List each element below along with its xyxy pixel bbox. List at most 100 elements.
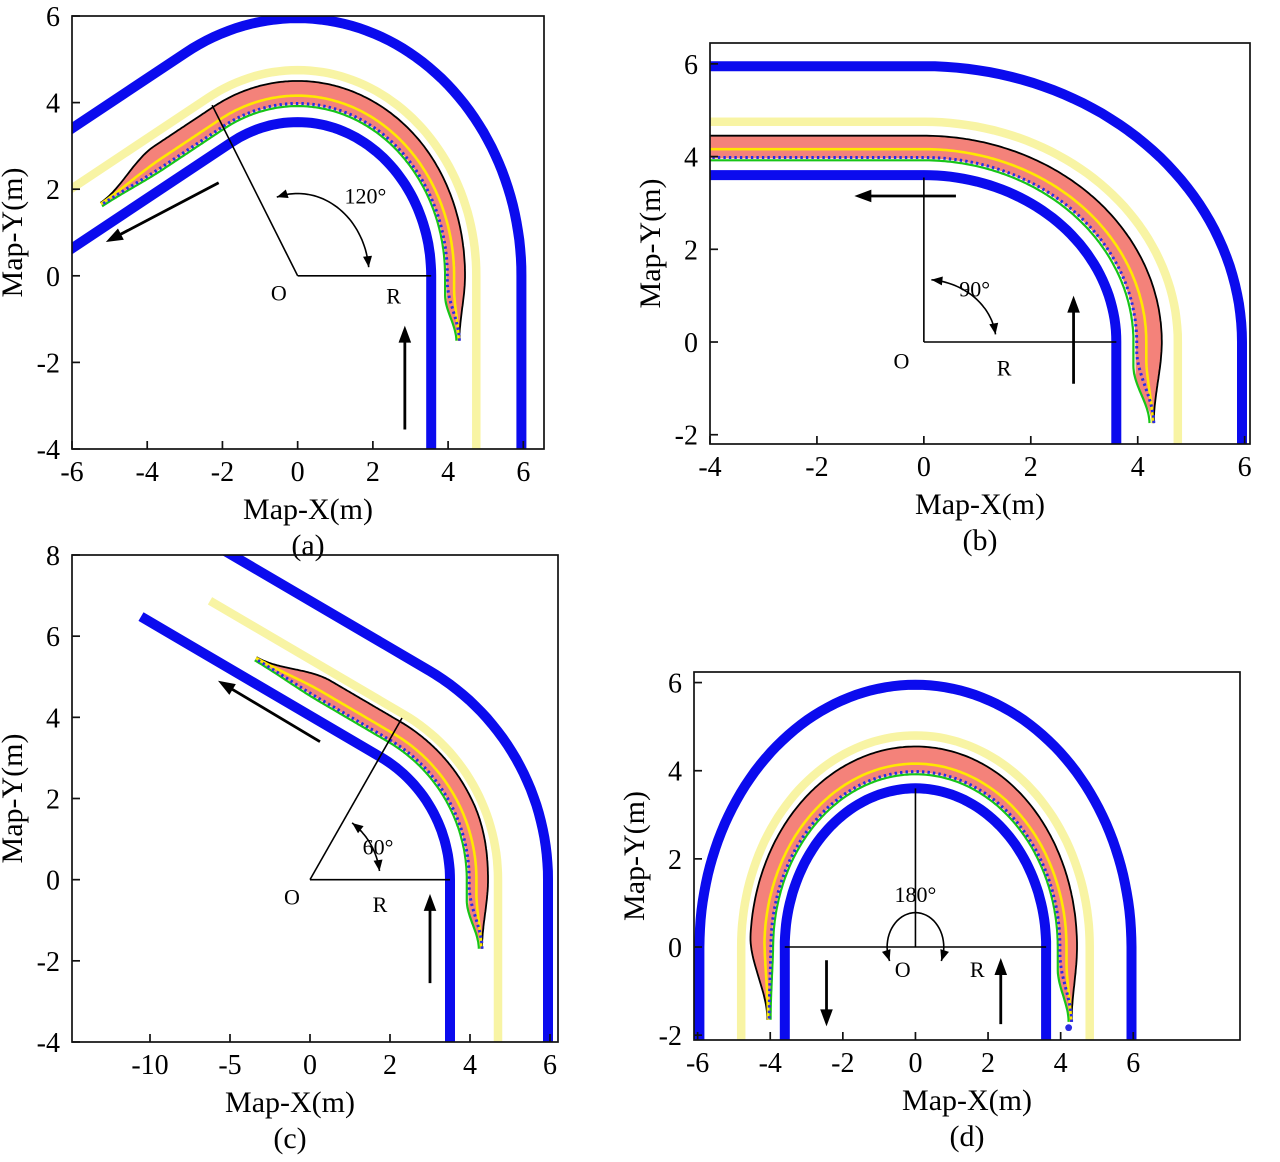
y-axis-title: Map-Y(m): [0, 168, 29, 298]
exit-direction-arrow-shaft: [225, 684, 321, 743]
reference-path-line: [255, 656, 483, 949]
y-tick-label: -2: [37, 947, 60, 978]
panel-letter: (d): [950, 1120, 985, 1153]
panel-letter: (c): [273, 1122, 306, 1155]
y-tick-label: 4: [684, 143, 698, 174]
x-tick-label: 4: [463, 1050, 477, 1081]
y-axis-title: Map-Y(m): [0, 734, 29, 864]
angle-arc-arrowhead: [881, 949, 891, 961]
x-tick-label: -6: [60, 457, 83, 488]
entry-direction-arrow-head: [398, 325, 412, 343]
x-tick-label: 0: [908, 1048, 922, 1079]
trajectory-green-line: [710, 159, 1151, 424]
radius-label: R: [386, 283, 401, 308]
y-tick-label: -4: [37, 435, 60, 466]
exit-direction-arrow-shaft: [114, 181, 220, 239]
outer-road-boundary: [694, 679, 1137, 1040]
x-tick-label: 4: [1131, 452, 1145, 483]
panel-a-plot-area: [72, 16, 527, 449]
exit-direction-arrow-head: [218, 680, 236, 695]
turn-angle-arc: [886, 911, 945, 962]
trajectory-green-line: [769, 773, 1070, 1022]
x-axis-title: Map-X(m): [915, 488, 1045, 521]
panel-c-annotations: O R 60°: [218, 680, 450, 984]
x-tick-label: 2: [383, 1050, 397, 1081]
radius-label: R: [373, 892, 388, 917]
x-tick-label: -10: [131, 1050, 168, 1081]
angle-arc-arrowhead: [931, 276, 943, 286]
swept-region-outer-edge: [710, 134, 1163, 424]
angle-arc-arrowhead: [276, 189, 289, 199]
outer-road-boundary: [72, 16, 527, 449]
y-tick-label: 2: [46, 175, 60, 206]
reference-path-line: [100, 94, 460, 341]
x-tick-label: 6: [543, 1050, 557, 1081]
radius-label: R: [997, 356, 1012, 381]
inner-road-boundary: [779, 783, 1052, 1040]
y-tick-label: 0: [668, 933, 682, 964]
x-tick-label: 4: [441, 457, 455, 488]
turn-angle-label: 120°: [344, 184, 386, 209]
swept-region: [255, 657, 488, 949]
origin-label: O: [271, 280, 287, 305]
x-tick-label: 6: [516, 457, 530, 488]
x-tick-label: -6: [686, 1048, 709, 1079]
angle-arc-arrowhead: [352, 822, 364, 834]
x-tick-label: 6: [1126, 1048, 1140, 1079]
x-tick-label: 0: [303, 1050, 317, 1081]
trajectory-end-dot: [1065, 1024, 1073, 1032]
turn-angle-ray: [309, 717, 403, 881]
swept-region-outer-edge: [749, 745, 1078, 1022]
y-tick-label: 6: [684, 50, 698, 81]
outer-road-boundary: [710, 61, 1247, 444]
origin-label: O: [893, 349, 909, 374]
axes-box: [71, 554, 559, 1043]
panel-b-plot-area: [710, 61, 1247, 444]
y-tick-label: 4: [668, 757, 682, 788]
radius-label: R: [970, 957, 985, 982]
x-tick-label: -2: [805, 452, 828, 483]
x-tick-label: -2: [211, 457, 234, 488]
angle-arc-arrowhead: [989, 322, 999, 335]
y-tick-label: 8: [46, 541, 60, 572]
swept-region-outer-edge: [99, 80, 466, 341]
y-axis-title: Map-Y(m): [618, 791, 651, 921]
x-tick-label: 2: [366, 457, 380, 488]
y-tick-label: 2: [668, 845, 682, 876]
trajectory-green-line: [101, 105, 458, 341]
y-tick-label: 4: [46, 89, 60, 120]
x-tick-label: 6: [1238, 452, 1252, 483]
lane-marking-line: [710, 117, 1183, 444]
panel-d-annotations: O R 180°: [784, 788, 1047, 1027]
panel-c-plot-area: [138, 555, 553, 1042]
axes-box: [693, 671, 1241, 1041]
y-tick-label: -4: [37, 1028, 60, 1059]
y-tick-label: -2: [675, 421, 698, 452]
axes-box: [71, 15, 545, 450]
trajectory-green-line: [254, 659, 480, 949]
x-tick-label: 0: [291, 457, 305, 488]
lane-marking-line: [736, 731, 1094, 1040]
angle-arc-arrowhead: [940, 949, 949, 961]
panel-a-annotations: O R 120°: [105, 104, 432, 430]
exit-direction-arrow-head: [854, 189, 872, 203]
y-tick-label: 2: [684, 235, 698, 266]
y-tick-label: 2: [46, 785, 60, 816]
x-tick-label: -2: [831, 1048, 854, 1079]
lane-marking-line: [207, 597, 503, 1042]
y-tick-label: 0: [46, 262, 60, 293]
x-tick-label: -4: [759, 1048, 782, 1079]
x-tick-label: 0: [917, 452, 931, 483]
panel-d-axes: -6 -4 -2 0 2 4 6 -2 0 2 4 6 Map-X(m)(d) Map-Y(m): [618, 669, 1241, 1153]
x-axis-title: Map-X(m): [225, 1086, 355, 1119]
outer-road-boundary: [221, 555, 553, 1042]
x-axis-title: Map-X(m): [243, 493, 373, 526]
turn-angle-arc: [276, 192, 370, 268]
turn-angle-label: 60°: [363, 834, 394, 859]
swept-region-outer-edge: [256, 656, 489, 949]
origin-label: O: [895, 957, 911, 982]
axes-box: [709, 42, 1251, 445]
y-tick-label: -2: [37, 348, 60, 379]
trajectory-dotted-line: [710, 156, 1156, 424]
